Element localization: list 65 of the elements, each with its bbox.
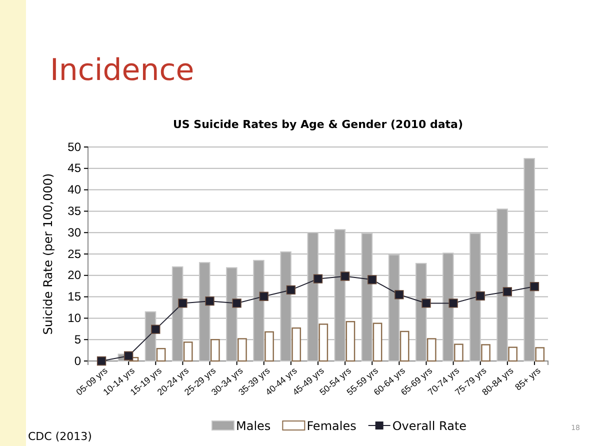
- bar: [400, 330, 410, 362]
- y-tick-label: 10: [68, 311, 82, 326]
- point: [151, 324, 160, 334]
- legend-label: Overall Rate: [392, 419, 467, 433]
- bar: [238, 338, 247, 362]
- point: [286, 285, 296, 295]
- bar: [334, 229, 346, 362]
- bar: [210, 339, 220, 362]
- point: [96, 356, 106, 366]
- bar: [172, 266, 184, 362]
- bar: [346, 321, 356, 362]
- y-tick-label: 25: [68, 246, 82, 261]
- bar: [454, 344, 464, 362]
- bar: [481, 344, 490, 362]
- point: [340, 272, 350, 281]
- bar: [264, 331, 274, 362]
- bar: [442, 252, 454, 362]
- point: [178, 298, 188, 308]
- point: [502, 287, 512, 296]
- bar: [318, 324, 328, 362]
- bar: [388, 254, 400, 362]
- bar: [470, 232, 481, 362]
- bar: [496, 208, 508, 362]
- point: [232, 298, 242, 308]
- bar: [280, 251, 292, 362]
- point: [368, 275, 377, 284]
- chart-subtitle: US Suicide Rates by Age & Gender (2010 data): [172, 118, 464, 131]
- y-tick-label: 15: [68, 290, 82, 304]
- bar: [524, 158, 535, 362]
- text: CDC (2013): [28, 430, 92, 443]
- y-tick-label: 5: [74, 332, 82, 346]
- bar: [508, 346, 518, 362]
- bar: [361, 232, 373, 362]
- y-tick-label: 40: [68, 182, 82, 197]
- bar: [372, 322, 382, 362]
- bar: [307, 232, 318, 362]
- point: [394, 290, 404, 300]
- bar: [253, 260, 264, 362]
- bar: [226, 267, 238, 362]
- y-tick-label: 50: [68, 140, 82, 154]
- point: [259, 292, 268, 301]
- legend-label: Females: [306, 419, 356, 433]
- bar: [292, 327, 302, 362]
- bar: [535, 347, 545, 362]
- point: [476, 291, 485, 301]
- point: [124, 351, 134, 360]
- point: [422, 298, 431, 308]
- legend-label: Males: [236, 419, 271, 433]
- y-tick-label: 20: [68, 268, 82, 282]
- bar: [156, 348, 166, 362]
- point: [448, 298, 458, 308]
- point: [530, 282, 540, 292]
- y-tick-label: 30: [68, 225, 82, 240]
- bar: [415, 262, 427, 362]
- point: [205, 296, 214, 306]
- x-tick-label: 85+ yrs: [513, 365, 543, 392]
- y-tick-label: 45: [68, 161, 82, 176]
- chart-title: Incidence: [50, 53, 194, 88]
- y-tick-label: 0: [74, 354, 82, 368]
- y-axis-title: Suicide Rate (per 100,000): [41, 173, 55, 335]
- point: [313, 274, 323, 284]
- bar: [183, 342, 193, 362]
- bar: [198, 262, 210, 362]
- bar: [426, 338, 436, 362]
- y-tick-label: 35: [68, 204, 82, 218]
